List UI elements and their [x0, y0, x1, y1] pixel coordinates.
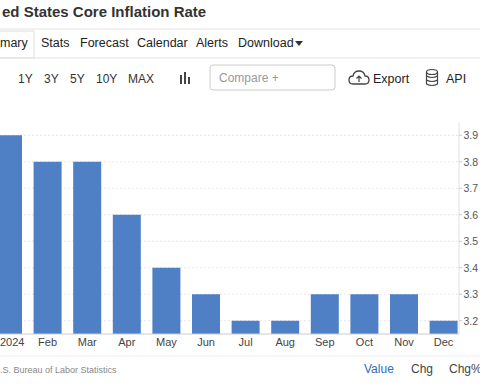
- y-tick: [459, 161, 462, 162]
- y-tick-label: 3.6: [463, 209, 478, 221]
- x-tick-label: Feb: [38, 336, 57, 348]
- range-button[interactable]: 5Y: [70, 72, 85, 86]
- chart-icon: [188, 77, 190, 84]
- bar: [34, 162, 62, 334]
- x-tick-label: Jun: [197, 336, 215, 348]
- x-axis-line: [0, 334, 459, 335]
- tab[interactable]: Download: [238, 36, 294, 50]
- x-tick-label: 2024: [0, 336, 24, 348]
- grid-line: [0, 214, 459, 215]
- y-tick-label: 3.5: [463, 235, 478, 247]
- bar: [430, 321, 458, 334]
- y-tick-label: 3.8: [463, 156, 478, 168]
- tab[interactable]: Alerts: [196, 36, 228, 50]
- compare-placeholder: Compare +: [219, 71, 279, 85]
- title: ed States Core Inflation Rate: [2, 3, 206, 20]
- export-button[interactable]: Export: [373, 72, 410, 86]
- grid-line: [0, 188, 459, 189]
- x-tick-label: Apr: [118, 336, 135, 348]
- bar: [311, 294, 339, 334]
- x-tick-label: Nov: [394, 336, 414, 348]
- x-tick-label: Dec: [434, 336, 454, 348]
- y-axis-line: [459, 122, 460, 334]
- y-tick-label: 3.7: [463, 182, 478, 194]
- y-tick-label: 3.2: [463, 315, 478, 327]
- y-tick: [459, 294, 462, 295]
- chart-icon[interactable]: [180, 75, 182, 84]
- range-button[interactable]: 10Y: [96, 72, 117, 86]
- api-icon: [427, 70, 438, 75]
- dropdown-caret: [295, 41, 303, 46]
- bar: [271, 321, 299, 334]
- bar: [232, 321, 260, 334]
- y-tick-label: 3.4: [463, 262, 478, 274]
- bar: [0, 135, 22, 334]
- y-tick: [459, 188, 462, 189]
- y-tick-label: 3.3: [463, 288, 478, 300]
- api-icon: [427, 72, 438, 86]
- range-button[interactable]: 3Y: [44, 72, 59, 86]
- x-tick-label: Sep: [315, 336, 335, 348]
- view-button[interactable]: Chg%: [449, 362, 480, 376]
- export-icon: [357, 76, 362, 82]
- grid-line: [0, 241, 459, 242]
- y-tick: [459, 135, 462, 136]
- x-tick-label: Oct: [356, 336, 373, 348]
- compare-input[interactable]: [210, 65, 335, 90]
- x-tick-label: Mar: [78, 336, 97, 348]
- x-tick-label: Jul: [239, 336, 253, 348]
- bar: [113, 215, 141, 334]
- y-tick: [459, 320, 462, 321]
- bar: [192, 294, 220, 334]
- bar: [152, 268, 180, 334]
- active-tab-box: [0, 31, 34, 58]
- tab[interactable]: Forecast: [80, 36, 129, 50]
- grid-line: [0, 267, 459, 268]
- range-button[interactable]: MAX: [128, 72, 154, 86]
- export-icon[interactable]: [349, 71, 369, 84]
- view-button[interactable]: Chg: [411, 362, 433, 376]
- bar: [390, 294, 418, 334]
- header-divider: [0, 29, 480, 30]
- tab[interactable]: mary: [0, 36, 29, 50]
- grid-line: [0, 161, 459, 162]
- y-tick-label: 3.9: [463, 129, 478, 141]
- grid-line: [0, 135, 459, 136]
- y-tick: [459, 214, 462, 215]
- range-button[interactable]: 1Y: [18, 72, 33, 86]
- tabs-divider: [0, 58, 480, 59]
- y-tick: [459, 267, 462, 268]
- x-tick-label: Aug: [275, 336, 295, 348]
- tab[interactable]: Stats: [41, 36, 70, 50]
- y-tick: [459, 241, 462, 242]
- chart-icon: [184, 72, 186, 84]
- bars: [0, 135, 458, 334]
- source: .S. Bureau of Labor Statistics: [0, 365, 117, 375]
- view-button[interactable]: Value: [364, 362, 394, 376]
- footer-divider: [0, 356, 480, 357]
- tab[interactable]: Calendar: [137, 36, 188, 50]
- x-tick-label: May: [156, 336, 177, 348]
- api-button[interactable]: API: [446, 72, 466, 86]
- bar: [350, 294, 378, 334]
- page: ed States Core Inflation Rate mary Stats Fo…: [0, 0, 480, 384]
- bar: [73, 162, 101, 334]
